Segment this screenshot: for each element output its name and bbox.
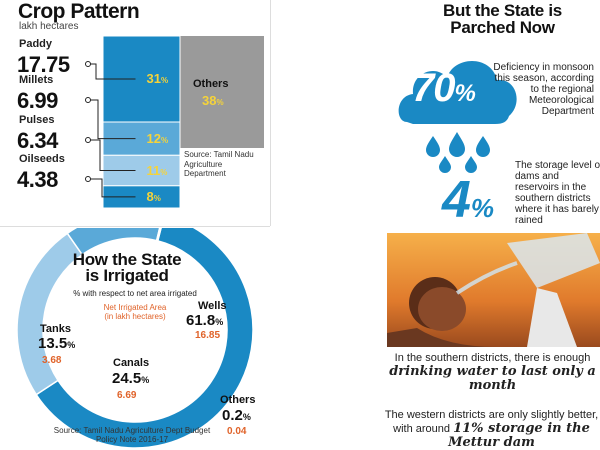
- connector-dot: [85, 61, 91, 67]
- crop-value-paddy: 17.75: [17, 52, 70, 77]
- divider: [0, 226, 270, 227]
- raindrop-icon: [426, 136, 440, 157]
- caption-western: The western districts are only slightly …: [384, 409, 599, 450]
- crop-title: Crop Pattern: [18, 0, 140, 23]
- raindrop-icon: [449, 132, 465, 157]
- connector-line: [88, 63, 136, 80]
- crop-unit: lakh hectares: [19, 21, 79, 32]
- connector-line: [88, 99, 136, 140]
- crop-name-pulses: Pulses: [19, 114, 55, 126]
- bar-others: [180, 36, 264, 148]
- others-label: Others: [193, 78, 229, 90]
- raindrop-icon: [465, 156, 477, 173]
- irr-pct-tanks: 13.5%: [38, 335, 76, 352]
- irr-name-others: Others: [220, 394, 256, 406]
- irrigation-title: How the State is Irrigated: [72, 250, 182, 285]
- pct-label-paddy: 31%: [146, 71, 169, 86]
- irr-name-wells: Wells: [198, 300, 227, 312]
- bar-pulses: [102, 154, 181, 187]
- crop-source: Source: Tamil Nadu Agriculture Departmen…: [184, 150, 254, 178]
- pct-label-oilseeds: 8%: [146, 188, 161, 204]
- donut-slice-wells: [35, 228, 254, 449]
- others-pct: 38%: [202, 93, 224, 108]
- irr-area-tanks: 3.68: [42, 355, 62, 366]
- connector-line: [88, 139, 136, 172]
- raindrop-icon: [439, 156, 451, 173]
- crop-name-oilseeds: Oilseeds: [19, 153, 65, 165]
- irrigation-donut: [16, 228, 254, 449]
- crop-name-paddy: Paddy: [19, 38, 53, 50]
- irr-pct-others: 0.2%: [222, 407, 251, 424]
- donut-slice-others: [155, 228, 162, 242]
- caption-southern: In the southern districts, there is enou…: [389, 352, 596, 393]
- rain-deficit-text: Deficiency in monsoon this season, accor…: [493, 62, 594, 117]
- irr-name-canals: Canals: [113, 357, 150, 369]
- dam-storage-text: The storage level of dams and reservoirs…: [515, 160, 600, 226]
- irr-name-tanks: Tanks: [40, 323, 71, 335]
- pct-label-pulses: 11%: [146, 162, 168, 178]
- divider: [270, 0, 271, 226]
- crop-value-pulses: 6.34: [17, 128, 58, 153]
- crop-name-millets: Millets: [19, 74, 54, 86]
- irr-pct-wells: 61.8%: [186, 312, 224, 329]
- crop-chart: [85, 35, 264, 209]
- irrigation-subtitle: % with respect to net area irrigated: [73, 289, 197, 298]
- connector-dot: [85, 97, 91, 103]
- irr-pct-canals: 24.5%: [112, 370, 150, 387]
- donut-slice-tanks: [66, 228, 161, 256]
- irrigation-area-note: Net Irrigated Area (in lakh hectares): [103, 303, 167, 321]
- connector-dot: [85, 176, 91, 182]
- drinking-water-photo: [387, 233, 600, 347]
- rain-deficit-pct: 70%: [412, 66, 476, 110]
- connector-dot: [85, 137, 91, 143]
- crop-value-oilseeds: 4.38: [17, 167, 58, 192]
- irr-area-wells: 16.85: [195, 330, 221, 341]
- raindrop-icon: [476, 136, 490, 157]
- irr-area-others: 0.04: [227, 426, 247, 437]
- connector-line: [88, 178, 136, 198]
- rain-cloud-icon: [398, 61, 517, 173]
- rain-title: But the State is Parched Now: [443, 1, 562, 37]
- dam-storage-pct: 4%: [442, 171, 495, 229]
- crop-value-millets: 6.99: [17, 88, 58, 113]
- irrigation-source: Source: Tamil Nadu Agriculture Dept Budg…: [53, 426, 211, 444]
- irr-area-canals: 6.69: [117, 390, 137, 401]
- pct-label-millets: 12%: [146, 130, 169, 146]
